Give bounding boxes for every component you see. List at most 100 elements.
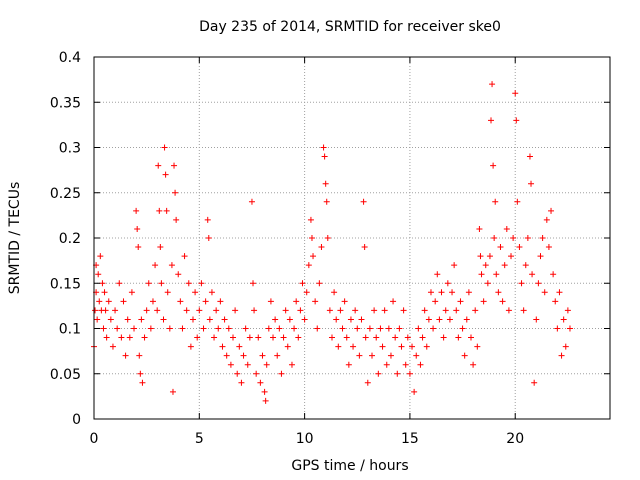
data-point bbox=[234, 370, 241, 377]
data-point bbox=[295, 334, 302, 341]
data-point bbox=[413, 352, 420, 359]
data-point bbox=[436, 316, 443, 323]
data-point bbox=[198, 280, 205, 287]
data-point bbox=[417, 361, 424, 368]
data-point bbox=[335, 343, 342, 350]
data-point bbox=[361, 244, 368, 251]
x-tick-labels: 0 5 10 15 20 bbox=[90, 431, 525, 447]
data-point bbox=[172, 189, 179, 196]
data-point bbox=[242, 325, 249, 332]
data-point bbox=[255, 334, 262, 341]
data-point bbox=[474, 343, 481, 350]
axis-ticks bbox=[93, 56, 610, 420]
data-point bbox=[131, 325, 138, 332]
data-point bbox=[97, 253, 104, 260]
data-point bbox=[246, 334, 253, 341]
data-point bbox=[96, 298, 103, 305]
data-point bbox=[472, 307, 479, 314]
data-point bbox=[425, 316, 432, 323]
data-point bbox=[166, 325, 173, 332]
y-tick-label: 0 bbox=[72, 412, 81, 428]
data-point bbox=[404, 334, 411, 341]
x-tick-label: 0 bbox=[90, 431, 99, 447]
y-tick-label: 0.35 bbox=[50, 95, 81, 111]
data-point bbox=[270, 334, 277, 341]
data-point bbox=[158, 280, 165, 287]
data-point bbox=[343, 334, 350, 341]
data-point bbox=[206, 316, 213, 323]
data-point bbox=[514, 198, 521, 205]
data-point bbox=[513, 117, 520, 124]
data-point bbox=[183, 307, 190, 314]
data-point bbox=[394, 370, 401, 377]
data-point bbox=[162, 171, 169, 178]
data-point bbox=[461, 352, 468, 359]
data-point bbox=[510, 235, 517, 241]
data-point bbox=[564, 307, 571, 314]
data-point bbox=[301, 316, 308, 323]
x-tick-label: 5 bbox=[195, 431, 204, 447]
data-point bbox=[244, 361, 251, 368]
data-point bbox=[196, 307, 203, 314]
data-point bbox=[354, 325, 361, 332]
y-tick-label: 0.1 bbox=[59, 322, 81, 338]
data-point bbox=[415, 325, 422, 332]
data-point bbox=[141, 334, 148, 341]
data-point bbox=[253, 370, 260, 377]
data-point bbox=[305, 262, 312, 269]
data-point bbox=[137, 370, 144, 377]
data-point bbox=[326, 307, 333, 314]
data-point bbox=[482, 262, 489, 269]
data-point bbox=[185, 280, 192, 287]
data-point bbox=[274, 352, 281, 359]
data-point bbox=[173, 216, 180, 223]
data-point bbox=[149, 298, 156, 305]
data-point bbox=[232, 307, 239, 314]
data-point bbox=[322, 180, 329, 187]
data-point bbox=[259, 352, 266, 359]
data-point bbox=[208, 289, 215, 296]
data-point bbox=[288, 361, 295, 368]
data-point bbox=[310, 253, 317, 260]
data-point bbox=[95, 271, 102, 278]
data-point bbox=[181, 253, 188, 260]
data-point bbox=[434, 271, 441, 278]
data-point bbox=[221, 316, 228, 323]
data-point bbox=[512, 90, 519, 97]
data-point bbox=[303, 289, 310, 296]
data-point bbox=[531, 379, 538, 386]
data-point bbox=[145, 280, 152, 287]
data-point bbox=[560, 316, 567, 323]
data-point bbox=[455, 334, 462, 341]
data-point bbox=[161, 144, 168, 151]
data-point bbox=[396, 325, 403, 332]
data-point bbox=[442, 307, 449, 314]
data-point bbox=[147, 325, 154, 332]
data-point bbox=[421, 307, 428, 314]
data-point bbox=[103, 334, 110, 341]
data-point bbox=[369, 352, 376, 359]
data-point bbox=[449, 289, 456, 296]
data-point bbox=[375, 370, 382, 377]
data-point bbox=[537, 253, 544, 260]
data-point bbox=[293, 298, 300, 305]
data-point bbox=[136, 352, 143, 359]
data-point bbox=[213, 307, 220, 314]
data-point bbox=[135, 244, 142, 251]
data-point bbox=[202, 298, 209, 305]
data-point bbox=[524, 235, 531, 241]
data-point bbox=[320, 144, 327, 151]
data-point bbox=[251, 307, 258, 314]
data-point bbox=[282, 307, 289, 314]
data-point bbox=[398, 343, 405, 350]
data-point bbox=[495, 289, 502, 296]
grid bbox=[94, 57, 610, 419]
y-tick-label: 0.4 bbox=[59, 50, 81, 66]
data-point bbox=[331, 289, 338, 296]
data-point bbox=[453, 307, 460, 314]
data-point bbox=[556, 289, 563, 296]
data-point bbox=[562, 343, 569, 350]
data-point bbox=[516, 244, 523, 251]
chart-title: Day 235 of 2014, SRMTID for receiver ske… bbox=[199, 19, 501, 35]
data-point bbox=[286, 316, 293, 323]
